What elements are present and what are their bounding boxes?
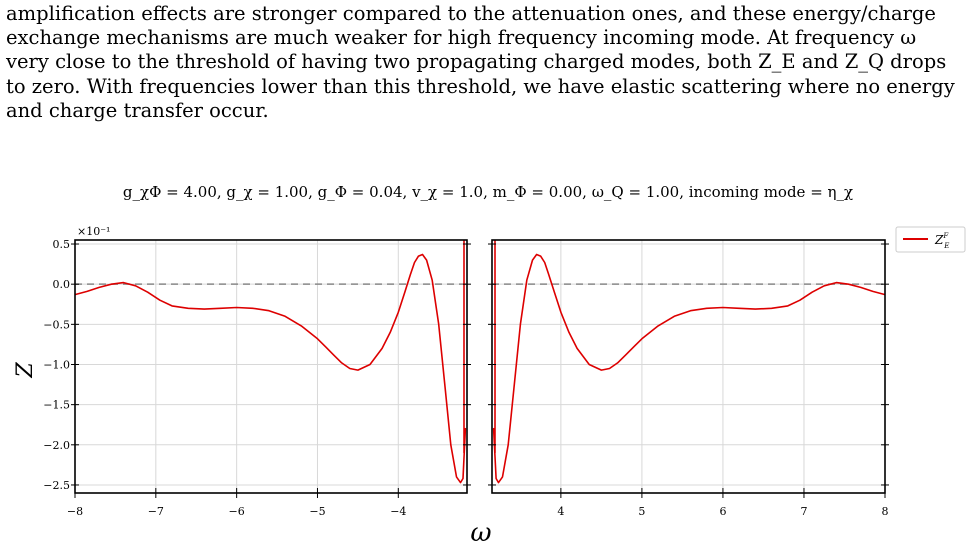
series-line-right [492, 240, 886, 484]
grid-layer [74, 240, 886, 493]
legend: ZF E [895, 226, 966, 253]
axes-frame-right [491, 239, 886, 494]
x-tick-label: −8 [67, 505, 83, 518]
x-axis-label: ω [470, 518, 491, 547]
x-tick-label: −4 [390, 505, 406, 518]
x-tick-label: 4 [557, 505, 564, 518]
figure-caption: g_χΦ = 4.00, g_χ = 1.00, g_Φ = 0.04, v_χ… [122, 183, 854, 201]
body-paragraph: amplification effects are stronger compa… [6, 2, 969, 123]
x-tick-label: 6 [719, 505, 726, 518]
y-tick-label: −2.5 [43, 479, 70, 492]
legend-box [895, 226, 966, 253]
y-tick-label: 0.0 [53, 278, 71, 291]
x-tick-label: 8 [882, 505, 889, 518]
y-tick-label: −1.5 [43, 399, 70, 412]
paragraph-line: to zero. With frequencies lower than thi… [6, 74, 955, 98]
paragraph-line: and charge transfer occur. [6, 98, 269, 122]
paragraph-line: very close to the threshold of having tw… [6, 50, 947, 74]
y-scale-label: ×10⁻¹ [77, 225, 110, 238]
x-tick-label: −7 [148, 505, 164, 518]
paragraph-line: amplification effects are stronger compa… [6, 2, 936, 25]
x-tick-label: 7 [800, 505, 807, 518]
y-tick-label: −2.0 [43, 439, 70, 452]
series-layer [74, 240, 886, 484]
y-axis-label: Z [13, 362, 38, 379]
x-tick-label: 5 [638, 505, 645, 518]
y-tick-label: −1.0 [43, 358, 70, 371]
frame-layer [74, 239, 886, 494]
paragraph-line: exchange mechanisms are much weaker for … [6, 26, 917, 50]
tick-layer: −8 −7 −6 −5 −4 4 5 6 7 8 0.5 0.0 −0.5 −1.0 −1.5 −2.0 −2.… [43, 238, 889, 518]
series-line-left [74, 240, 467, 484]
x-tick-label: −6 [229, 505, 245, 518]
legend-label: ZF E [934, 232, 949, 250]
axes-frame-left [74, 239, 468, 494]
y-tick-label: −0.5 [43, 318, 70, 331]
x-tick-label: −5 [309, 505, 325, 518]
y-tick-label: 0.5 [53, 238, 71, 251]
